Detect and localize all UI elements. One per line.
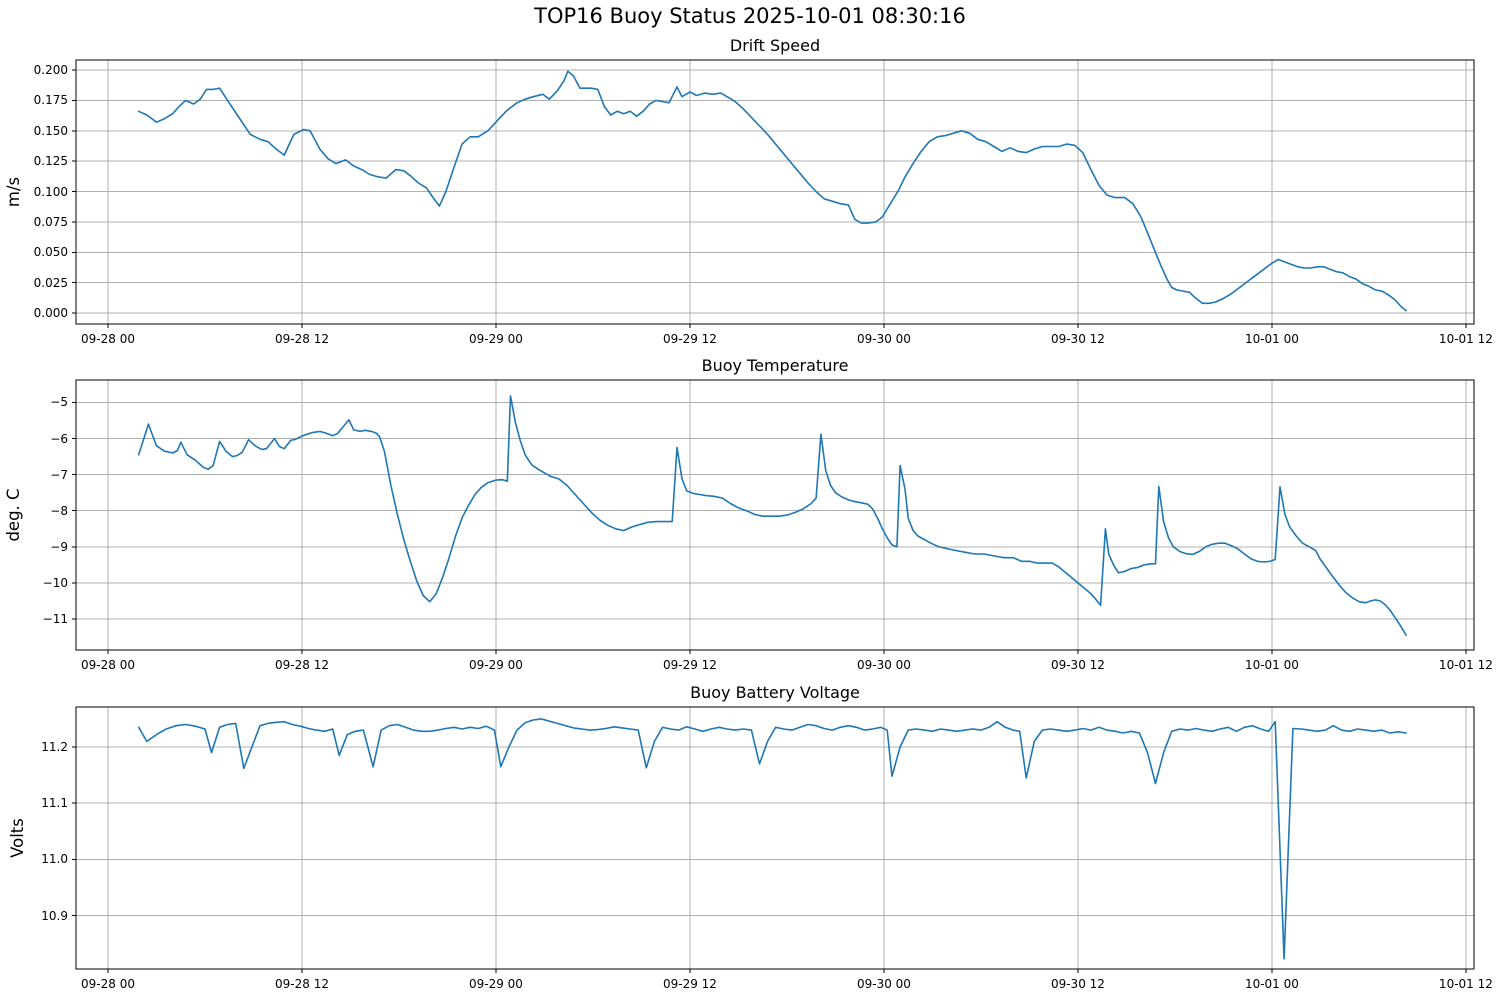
- y-tick-label: 0.175: [33, 93, 68, 108]
- y-tick-label: −7: [50, 467, 68, 482]
- x-tick-label: 09-29 12: [662, 658, 717, 672]
- x-tick-label: 09-29 12: [662, 332, 717, 346]
- x-tick-label: 09-30 12: [1050, 332, 1105, 346]
- x-tick-label: 09-29 12: [662, 977, 717, 991]
- series-line-0: [137, 70, 1407, 312]
- y-tick-label: −8: [50, 503, 68, 518]
- buoy-battery-voltage-title: Buoy Battery Voltage: [690, 683, 860, 702]
- x-tick-label: 09-29 00: [468, 977, 523, 991]
- x-tick-label: 09-30 12: [1050, 977, 1105, 991]
- x-tick-label: 09-29 00: [468, 332, 523, 346]
- y-tick-label: 11.0: [41, 852, 68, 867]
- y-tick-label: −11: [42, 612, 68, 626]
- y-tick-label: 0.100: [33, 184, 68, 199]
- y-tick-label: 0.125: [33, 154, 68, 169]
- x-tick-label: 09-30 12: [1050, 658, 1105, 672]
- y-tick-label: 0.025: [33, 275, 68, 290]
- series-line-2: [137, 718, 1407, 960]
- drift-speed-title: Drift Speed: [729, 36, 821, 55]
- y-tick-label: −9: [50, 539, 68, 554]
- y-tick-label: 10.9: [41, 908, 68, 923]
- x-tick-label: 09-28 12: [275, 658, 329, 672]
- buoy-temperature-title: Buoy Temperature: [701, 356, 849, 375]
- y-tick-label: 0.050: [33, 245, 68, 260]
- y-tick-label: 0.000: [33, 306, 68, 320]
- x-tick-label: 09-30 00: [856, 332, 911, 346]
- x-tick-label: 09-28 00: [81, 332, 135, 346]
- x-tick-label: 09-28 12: [275, 332, 329, 346]
- y-tick-label: 0.150: [33, 123, 68, 138]
- x-tick-label: 10-01 00: [1244, 977, 1299, 991]
- x-tick-label: 10-01 00: [1244, 332, 1299, 346]
- y-tick-label: 11.2: [41, 739, 68, 754]
- y-tick-label: 0.200: [33, 62, 68, 77]
- x-tick-label: 09-28 00: [81, 658, 135, 672]
- y-tick-label: −5: [50, 395, 68, 410]
- x-tick-label: 10-01 12: [1438, 332, 1493, 346]
- y-tick-label: −10: [42, 575, 68, 590]
- x-tick-label: 10-01 00: [1244, 658, 1299, 672]
- x-tick-label: 09-30 00: [856, 658, 911, 672]
- x-tick-label: 10-01 12: [1438, 658, 1493, 672]
- x-tick-label: 09-28 12: [275, 977, 329, 991]
- figure-title: TOP16 Buoy Status 2025-10-01 08:30:16: [534, 4, 966, 28]
- x-tick-label: 10-01 12: [1438, 977, 1493, 991]
- x-tick-label: 09-30 00: [856, 977, 911, 991]
- y-tick-label: 11.1: [41, 796, 68, 811]
- y-tick-label: −6: [50, 431, 68, 446]
- series-line-1: [137, 395, 1407, 637]
- y-tick-label: 0.075: [33, 214, 68, 229]
- x-tick-label: 09-28 00: [81, 977, 135, 991]
- x-tick-label: 09-29 00: [468, 658, 523, 672]
